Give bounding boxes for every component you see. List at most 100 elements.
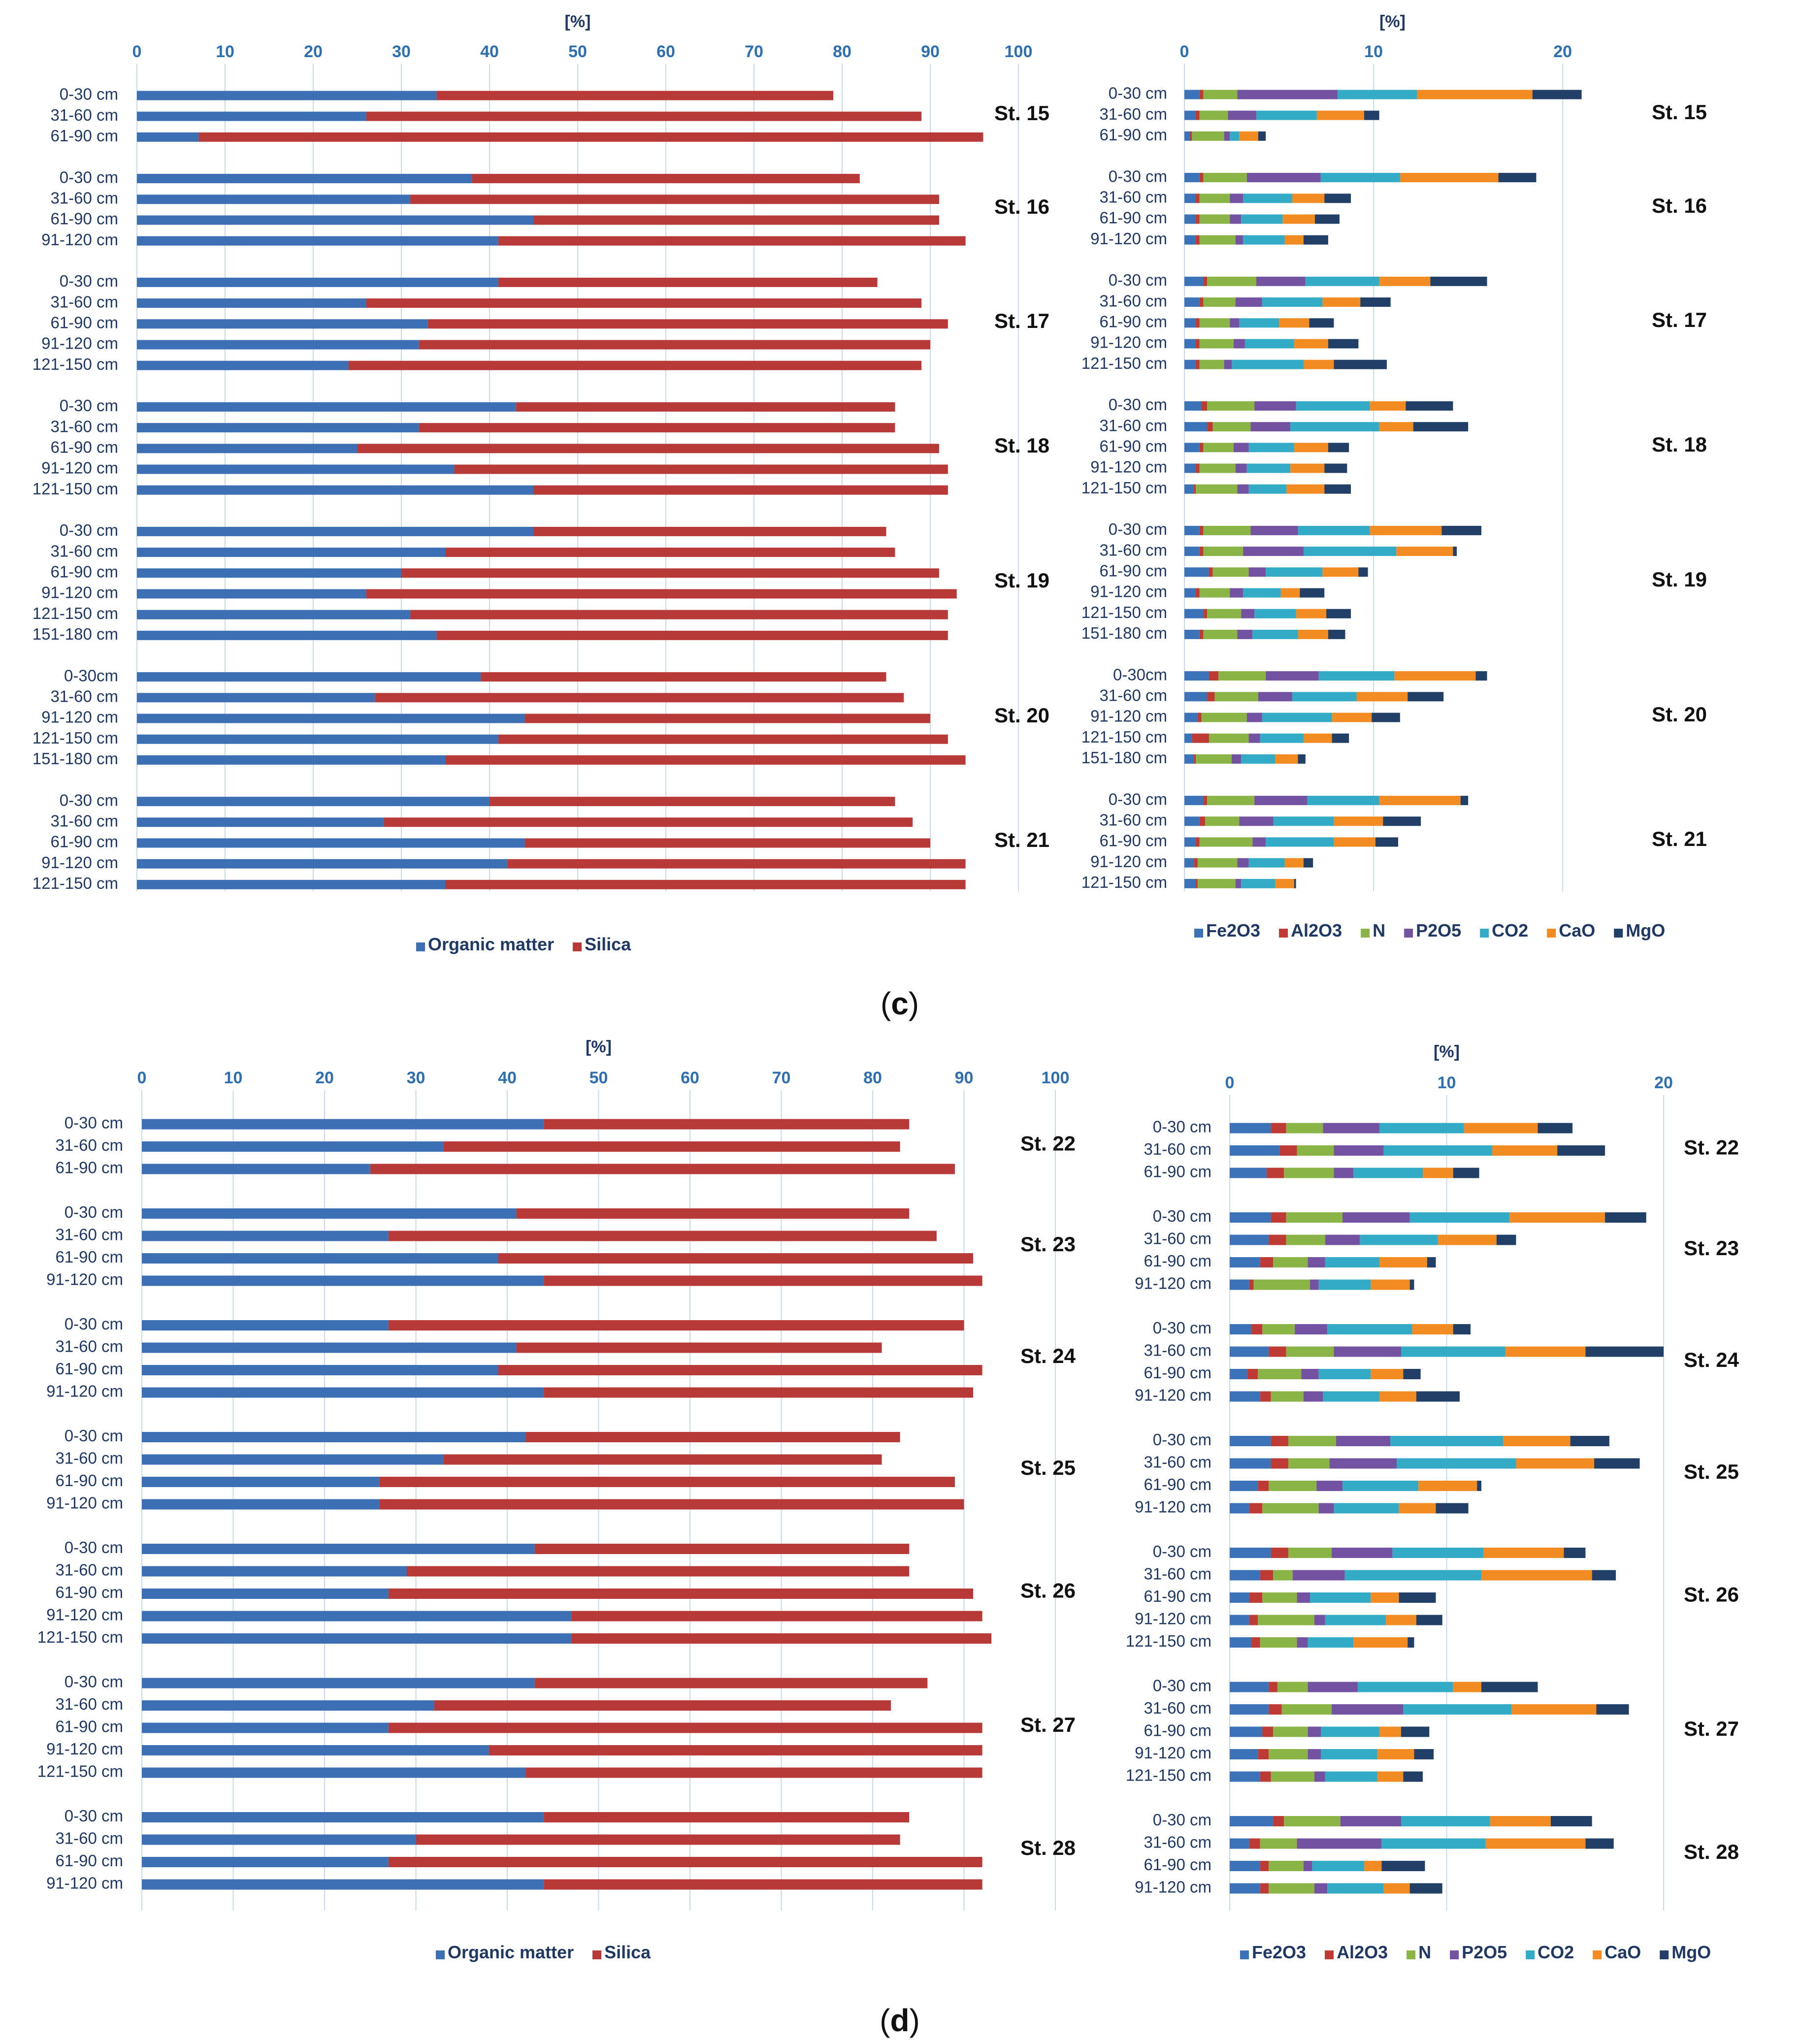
- c-right-bar-n: [1199, 235, 1236, 245]
- c-left-legend-swatch: [573, 942, 582, 951]
- c-right-bar-n: [1197, 858, 1238, 868]
- c-right-bar-n: [1203, 90, 1238, 99]
- c-left-category-label: 61-90 cm: [50, 127, 118, 145]
- c-right-category-label: 61-90 cm: [1099, 562, 1167, 580]
- d-right-bar-p2o5: [1342, 1212, 1410, 1223]
- d-left-category-label: 91-120 cm: [46, 1270, 123, 1289]
- c-right-bar-fe2o3: [1184, 754, 1194, 764]
- d-right-bar-al2o3: [1260, 1771, 1271, 1782]
- c-right-bar-mgo: [1315, 214, 1340, 224]
- d-left-tick-label: 50: [589, 1069, 608, 1087]
- c-right-legend-label: Fe2O3: [1206, 920, 1260, 941]
- d-right-bar-al2o3: [1271, 1436, 1288, 1446]
- d-right-bar-n: [1286, 1123, 1323, 1134]
- c-left-bar-organic-matter: [137, 111, 366, 121]
- c-left-category-label: 31-60 cm: [50, 106, 118, 124]
- d-right-bar-fe2o3: [1230, 1682, 1269, 1692]
- d-right-bar-al2o3: [1271, 1458, 1288, 1469]
- d-right-bar-mgo: [1399, 1592, 1436, 1603]
- c-right-bar-mgo: [1460, 796, 1469, 806]
- c-right-bar-mgo: [1298, 754, 1306, 764]
- d-right-bar-cao: [1412, 1324, 1453, 1334]
- c-left-bar-silica: [454, 464, 948, 474]
- c-right-bar-n: [1196, 754, 1232, 764]
- c-right-station-label: St. 20: [1652, 703, 1707, 726]
- c-right-bar-fe2o3: [1184, 443, 1200, 453]
- d-left-bar-silica: [370, 1164, 955, 1174]
- c-right-bar-mgo: [1309, 318, 1334, 328]
- c-left-category-label: 61-90 cm: [50, 833, 118, 851]
- c-right-bar-mgo: [1475, 671, 1487, 681]
- c-left-bar-organic-matter: [137, 423, 419, 433]
- d-right-category-label: 61-90 cm: [1144, 1855, 1211, 1874]
- c-left-tick-label: 90: [921, 42, 940, 61]
- c-right-bar-co2: [1338, 90, 1417, 99]
- c-right-bar-p2o5: [1230, 194, 1244, 203]
- c-left-bar-silica: [533, 526, 886, 536]
- d-right-bar-cao: [1371, 1279, 1410, 1290]
- d-right-bar-co2: [1318, 1279, 1371, 1290]
- c-right-bar-mgo: [1258, 131, 1266, 141]
- d-left-category-label: 31-60 cm: [55, 1136, 123, 1154]
- c-left-bar-organic-matter: [137, 589, 366, 599]
- d-right-bar-fe2o3: [1230, 1883, 1260, 1894]
- c-right-bar-mgo: [1324, 194, 1351, 203]
- c-left-bar-organic-matter: [137, 195, 410, 204]
- d-right-bar-al2o3: [1260, 1861, 1269, 1871]
- d-right-bar-fe2o3: [1230, 1771, 1260, 1782]
- c-right-bar-mgo: [1303, 235, 1328, 245]
- d-left-station-label: St. 22: [1020, 1132, 1076, 1155]
- c-right-category-label: 91-120 cm: [1090, 333, 1167, 352]
- d-right-bar-co2: [1342, 1481, 1419, 1491]
- c-right-bar-n: [1196, 484, 1238, 494]
- c-left-bar-organic-matter: [137, 568, 401, 578]
- d-right-category-label: 91-120 cm: [1135, 1878, 1211, 1896]
- d-right-bar-cao: [1353, 1637, 1408, 1648]
- d-right-bar-n: [1269, 1749, 1308, 1759]
- c-right-bar-cao: [1370, 525, 1442, 535]
- d-right-bar-co2: [1390, 1436, 1504, 1446]
- c-left-tick-label: 20: [304, 42, 323, 61]
- d-left-bar-organic-matter: [142, 1879, 544, 1890]
- c-right-bar-p2o5: [1237, 858, 1249, 868]
- d-left-category-label: 0-30 cm: [65, 1315, 123, 1333]
- d-left-category-label: 121-150 cm: [37, 1628, 123, 1646]
- d-right-bar-mgo: [1436, 1503, 1469, 1514]
- c-right-category-label: 31-60 cm: [1099, 541, 1167, 559]
- c-right-bar-cao: [1284, 858, 1304, 868]
- c-right-legend-swatch: [1404, 929, 1413, 938]
- d-right-bar-n: [1286, 1346, 1334, 1357]
- c-right-bar-n: [1199, 837, 1253, 847]
- c-right-category-label: 151-180 cm: [1081, 748, 1167, 767]
- c-right-category-label: 31-60 cm: [1099, 811, 1167, 829]
- c-right-legend-label: CaO: [1559, 920, 1595, 941]
- c-right-station-label: St. 15: [1652, 100, 1707, 124]
- d-right-bar-mgo: [1427, 1257, 1436, 1267]
- c-right-bar-mgo: [1372, 713, 1400, 722]
- c-right-bar-co2: [1256, 110, 1317, 120]
- d-right-bar-co2: [1334, 1503, 1399, 1514]
- c-right-category-label: 31-60 cm: [1099, 292, 1167, 310]
- c-right-bar-p2o5: [1237, 90, 1338, 99]
- c-right-tick-label: 20: [1553, 42, 1572, 61]
- c-right-legend-label: P2O5: [1416, 920, 1461, 941]
- d-right-bar-co2: [1321, 1726, 1379, 1737]
- c-right-bar-mgo: [1413, 422, 1469, 432]
- c-left-category-label: 61-90 cm: [50, 563, 118, 581]
- c-right-bar-al2o3: [1196, 214, 1200, 224]
- d-right-bar-al2o3: [1269, 1234, 1286, 1245]
- d-left-legend-label: Silica: [604, 1942, 651, 1962]
- d-right-bar-n: [1262, 1592, 1297, 1603]
- c-left-bar-organic-matter: [137, 277, 498, 287]
- c-right-bar-cao: [1280, 588, 1300, 598]
- d-right-bar-co2: [1357, 1682, 1453, 1692]
- c-right-bar-mgo: [1532, 90, 1582, 99]
- c-left-bar-silica: [419, 340, 930, 350]
- d-right-bar-fe2o3: [1230, 1592, 1249, 1603]
- d-left-bar-silica: [379, 1499, 964, 1510]
- d-left-tick-label: 40: [498, 1069, 517, 1087]
- c-left-category-label: 31-60 cm: [50, 812, 118, 830]
- c-right-category-label: 121-150 cm: [1081, 354, 1167, 372]
- d-right-bar-co2: [1308, 1637, 1354, 1648]
- d-left-unit-label: [%]: [586, 1038, 612, 1056]
